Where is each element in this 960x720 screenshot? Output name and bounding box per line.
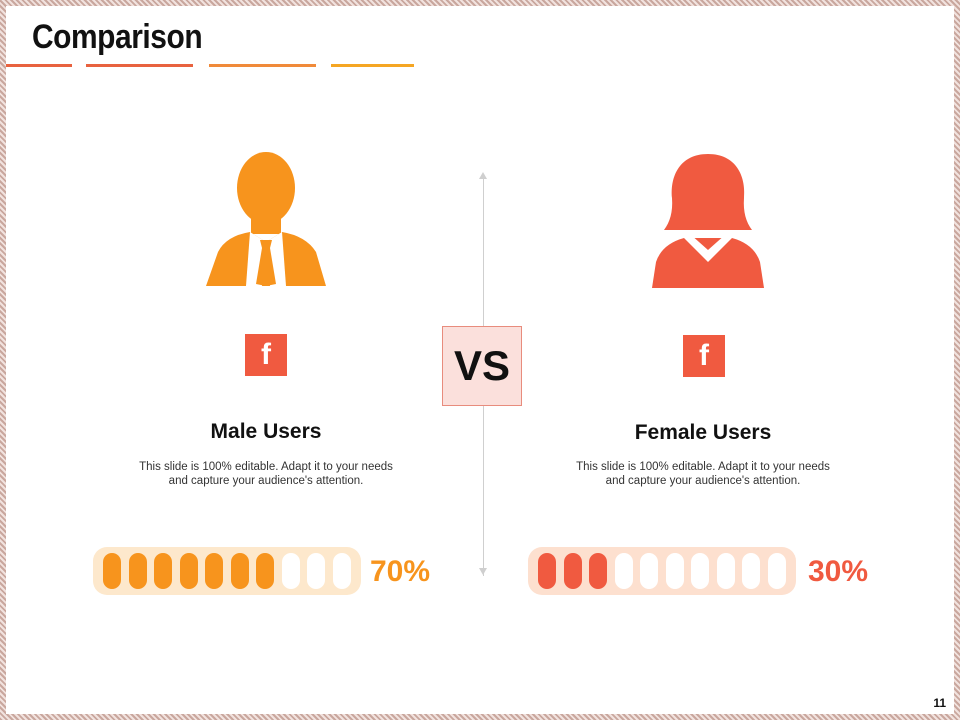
progress-segment-empty: [665, 553, 684, 589]
progress-segment-empty: [332, 553, 351, 589]
progress-segment-filled: [205, 553, 224, 589]
title-underline-4: [331, 64, 414, 67]
progress-segment-empty: [716, 553, 735, 589]
female-user-icon: [652, 154, 764, 288]
progress-segment-empty: [691, 553, 710, 589]
arrow-up-icon: [479, 172, 487, 179]
progress-segment-filled: [589, 553, 608, 589]
page-title: Comparison: [32, 18, 203, 56]
progress-segment-empty: [640, 553, 659, 589]
progress-segment-empty: [614, 553, 633, 589]
male-percent-label: 70%: [370, 555, 431, 588]
female-progress-bar: [528, 547, 796, 595]
progress-segment-filled: [563, 553, 582, 589]
female-users-title: Female Users: [634, 421, 772, 444]
vs-label: VS: [453, 342, 511, 389]
progress-segment-filled: [128, 553, 147, 589]
title-underline-3: [209, 64, 316, 67]
female-percent-label: 30%: [808, 555, 869, 588]
female-users-description: This slide is 100% editable. Adapt it to…: [543, 460, 863, 488]
description-line: This slide is 100% editable. Adapt it to…: [139, 461, 393, 473]
page-number: 11: [933, 696, 946, 710]
description-line: This slide is 100% editable. Adapt it to…: [576, 461, 830, 473]
progress-segment-empty: [767, 553, 786, 589]
progress-segment-empty: [307, 553, 326, 589]
progress-segment-filled: [154, 553, 173, 589]
male-facebook-icon: f: [245, 334, 287, 376]
facebook-glyph: f: [699, 339, 709, 372]
arrow-down-icon: [479, 568, 487, 575]
progress-segment-empty: [742, 553, 761, 589]
male-users-title: Male Users: [210, 420, 322, 443]
progress-segment-filled: [230, 553, 249, 589]
female-facebook-icon: f: [683, 335, 725, 377]
male-user-icon: [206, 152, 326, 286]
title-underline-2: [86, 64, 193, 67]
male-progress-bar: [93, 547, 361, 595]
progress-segment-empty: [281, 553, 300, 589]
description-line: and capture your audience's attention.: [605, 475, 801, 487]
progress-segment-filled: [179, 553, 198, 589]
progress-segment-filled: [256, 553, 275, 589]
progress-segment-filled: [538, 553, 556, 589]
description-line: and capture your audience's attention.: [168, 475, 364, 487]
progress-segment-filled: [103, 553, 121, 589]
title-underline-1: [6, 64, 72, 67]
male-users-description: This slide is 100% editable. Adapt it to…: [106, 460, 426, 488]
facebook-glyph: f: [261, 338, 271, 371]
vs-badge: VS: [442, 326, 522, 406]
